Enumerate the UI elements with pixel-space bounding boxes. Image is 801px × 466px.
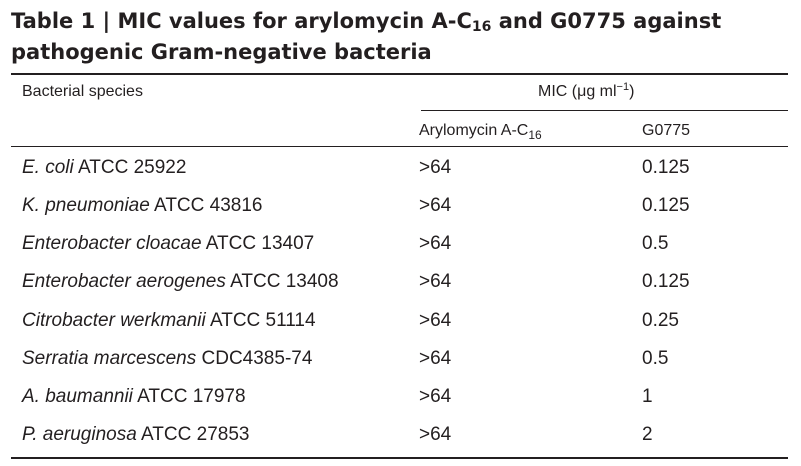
bottom-rule (11, 457, 788, 459)
g0775-mic: 0.125 (642, 157, 690, 178)
g0775-mic: 0.125 (642, 195, 690, 216)
arylomycin-mic: >64 (419, 348, 452, 369)
mic-span-rule (421, 110, 788, 111)
table-title: Table 1 | MIC values for arylomycin A-C1… (11, 6, 791, 68)
species-cell: A. baumannii ATCC 17978 (22, 385, 246, 409)
species-name: Enterobacter aerogenes (22, 271, 226, 292)
strain-id: ATCC 51114 (205, 310, 316, 331)
species-cell: Citrobacter werkmanii ATCC 51114 (22, 309, 316, 333)
species-cell: K. pneumoniae ATCC 43816 (22, 194, 262, 218)
header-g0775: G0775 (642, 122, 691, 139)
g0775-mic: 0.5 (642, 233, 669, 254)
header-mic-sup: −1 (616, 81, 630, 93)
strain-id: ATCC 25922 (73, 157, 187, 178)
g0775-mic: 0.125 (642, 271, 690, 292)
title-subscript: 16 (471, 19, 492, 35)
species-name: P. aeruginosa (22, 424, 137, 445)
species-cell: Enterobacter aerogenes ATCC 13408 (22, 270, 339, 294)
arylomycin-mic: >64 (419, 157, 452, 178)
species-name: E. coli (22, 157, 74, 178)
species-name: Citrobacter werkmanii (22, 310, 206, 331)
arylomycin-mic: >64 (419, 233, 452, 254)
header-arylomycin-prefix: Arylomycin A-C (419, 122, 529, 139)
title-text-rest: and G0775 against pathogenic Gram-negati… (11, 9, 722, 64)
g0775-mic: 0.25 (642, 310, 679, 331)
arylomycin-mic: >64 (419, 310, 452, 331)
species-cell: Serratia marcescens CDC4385-74 (22, 347, 312, 371)
strain-id: ATCC 17978 (132, 386, 246, 407)
header-mic-prefix: MIC (μg ml (538, 83, 617, 100)
arylomycin-mic: >64 (419, 271, 452, 292)
arylomycin-mic: >64 (419, 195, 452, 216)
header-rule (11, 146, 788, 147)
title-separator: | (102, 9, 111, 33)
species-name: Serratia marcescens (22, 348, 197, 369)
species-cell: P. aeruginosa ATCC 27853 (22, 423, 249, 447)
strain-id: CDC4385-74 (196, 348, 313, 369)
header-mic-suffix: ) (629, 83, 635, 100)
g0775-mic: 0.5 (642, 348, 669, 369)
strain-id: ATCC 27853 (136, 424, 250, 445)
species-name: K. pneumoniae (22, 195, 150, 216)
strain-id: ATCC 43816 (149, 195, 263, 216)
header-arylomycin-sub: 16 (528, 128, 542, 142)
title-text: MIC values for arylomycin A-C (117, 9, 472, 33)
arylomycin-mic: >64 (419, 424, 452, 445)
top-rule (11, 73, 788, 75)
species-name: A. baumannii (22, 386, 133, 407)
species-cell: E. coli ATCC 25922 (22, 156, 186, 180)
g0775-mic: 1 (642, 386, 653, 407)
species-cell: Enterobacter cloacae ATCC 13407 (22, 232, 314, 256)
header-arylomycin: Arylomycin A-C16 (419, 119, 542, 143)
strain-id: ATCC 13408 (225, 271, 339, 292)
species-name: Enterobacter cloacae (22, 233, 202, 254)
strain-id: ATCC 13407 (201, 233, 315, 254)
g0775-mic: 2 (642, 424, 653, 445)
header-mic: MIC (μg ml−1) (538, 80, 634, 105)
header-species: Bacterial species (22, 83, 143, 100)
table-label: Table 1 (11, 9, 96, 33)
arylomycin-mic: >64 (419, 386, 452, 407)
